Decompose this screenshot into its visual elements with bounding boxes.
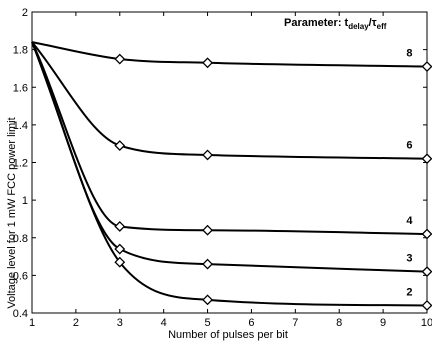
series-line [31,41,428,235]
y-tick-label: 1.6 [13,82,28,94]
data-point-marker [114,221,126,232]
series-8 [31,41,432,72]
legend-title: Parameter: tdelay/τeff [284,17,387,31]
series-line [31,41,428,160]
series-line [31,41,428,68]
y-tick-label: 0.4 [13,308,28,320]
plot-border [31,11,428,314]
data-point-marker [421,153,432,165]
series-layer [31,41,432,311]
x-tick-label: 1 [29,317,35,329]
series-2 [31,41,432,311]
data-point-marker [114,140,126,151]
y-tick-label: 1.2 [13,158,28,170]
y-tick-label: 1.4 [13,120,28,132]
x-tick-label: 10 [421,317,432,329]
series-4 [31,41,432,240]
y-tick-label: 1.8 [13,45,28,57]
data-point-marker [421,228,432,240]
data-point-marker [202,294,213,306]
x-tick-label: 2 [73,317,79,329]
legend-title-prefix: Parameter: t [284,17,349,29]
x-axis-label: Number of pulses per bit [168,329,288,341]
x-tick-label: 6 [248,317,254,329]
data-point-marker [421,266,432,278]
data-point-marker [421,300,432,311]
x-tick-label: 5 [204,317,210,329]
x-tick-label: 9 [380,317,386,329]
y-tick-label: 0.6 [13,270,28,282]
series-label: 2 [406,286,412,298]
legend-title-sub1: delay [348,22,369,31]
series-label: 8 [406,48,412,60]
data-point-marker [202,57,213,69]
data-point-marker [202,258,213,270]
data-point-marker [114,53,126,65]
y-axis-label: Voltage level for 1 mW FCC power limit [6,117,18,308]
legend-title-sub2: eff [377,22,387,31]
data-point-marker [114,256,126,268]
series-6 [31,41,432,165]
plot-frame [31,11,428,314]
y-tick-label: 1 [22,195,28,207]
y-tick-label: 0.8 [13,233,28,245]
series-label: 6 [406,140,412,152]
series-3 [31,41,432,278]
legend-title-slash: /τ [369,17,377,29]
y-tick-label: 2 [22,7,28,19]
labels-layer: 8 6 4 3 2 [406,48,413,299]
data-point-marker [202,224,213,236]
series-line [31,41,428,273]
data-point-marker [114,243,126,255]
series-line [31,41,428,307]
x-tick-label: 3 [117,317,123,329]
series-label: 4 [406,215,413,227]
axis-ticks: 1 2 3 4 5 6 7 8 9 10 0.4 0.6 0.8 1 1.2 1.4 1.6 1.8 2 [13,7,432,329]
data-point-marker [421,61,432,72]
x-tick-label: 4 [161,317,167,329]
x-tick-label: 8 [336,317,342,329]
series-label: 3 [406,253,412,265]
data-point-marker [202,149,213,161]
x-tick-label: 7 [292,317,298,329]
